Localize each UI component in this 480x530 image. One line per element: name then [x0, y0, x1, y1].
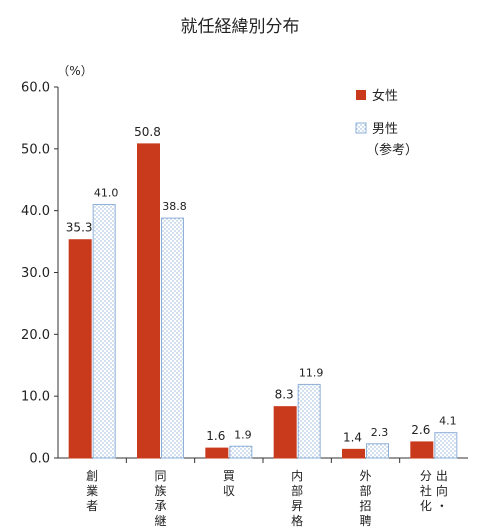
category-label-char: 格 [291, 513, 303, 528]
y-tick-label: 0.0 [29, 452, 50, 467]
category-label-char: 創 [86, 469, 98, 483]
bar-female-2 [205, 447, 229, 459]
data-label-female-4: 1.4 [343, 430, 362, 444]
y-tick-label: 20.0 [21, 328, 50, 343]
category-label-char: ・ [436, 499, 448, 513]
legend-swatch-female [356, 90, 366, 100]
chart-title: 就任経緯別分布 [181, 17, 300, 37]
category-label-char: 承 [154, 499, 166, 513]
category-label-char: 聘 [359, 514, 371, 528]
category-label-char: 収 [223, 484, 235, 498]
y-tick-label: 60.0 [21, 81, 50, 96]
category-label-char: 分 [420, 469, 432, 483]
bar-female-4 [342, 448, 365, 459]
category-label-char: 外 [359, 469, 371, 483]
category-label-char: 昇 [291, 499, 303, 513]
bar-male-3 [297, 383, 321, 459]
bar-male-0 [92, 203, 116, 459]
category-label-char: 招 [359, 499, 371, 513]
data-label-male-2: 1.9 [234, 428, 252, 441]
bar-male-2 [229, 445, 253, 459]
category-label-char: 向 [436, 483, 448, 498]
data-label-male-5: 4.1 [439, 415, 457, 428]
bars: 35.3 41.0 50.8 38.8 1.6 1.9 8.3 11.9 1.4 2.3 2.6 4.… [66, 125, 458, 459]
category-label-char: 継 [154, 513, 166, 528]
legend-label-female: 女性 [372, 88, 398, 104]
y-tick-label: 50.0 [21, 142, 50, 157]
bar-female-5 [410, 441, 434, 459]
y-tick-label: 10.0 [21, 390, 50, 405]
data-label-female-5: 2.6 [411, 423, 430, 437]
bar-male-4 [366, 443, 389, 459]
y-tick-label: 30.0 [21, 266, 50, 281]
data-label-female-1: 50.8 [134, 125, 161, 139]
bar-female-3 [273, 406, 297, 459]
legend-swatch-male [355, 122, 367, 134]
data-label-male-4: 2.3 [371, 426, 389, 439]
category-label-char: 業 [86, 484, 98, 498]
category-label-char: 者 [86, 499, 98, 513]
bar-female-1 [137, 143, 160, 459]
bar-female-0 [68, 239, 92, 459]
y-unit-label: （%） [57, 64, 92, 78]
data-label-female-0: 35.3 [66, 221, 93, 235]
data-label-male-3: 11.9 [299, 366, 324, 379]
category-label-char: 買 [223, 469, 235, 483]
category-label-char: 族 [154, 484, 166, 498]
legend-label-male: 男性 [372, 122, 398, 137]
category-label-char: 部 [359, 483, 371, 498]
legend-label-male-sub: （参考） [366, 142, 418, 158]
y-tick-label: 40.0 [21, 204, 50, 219]
data-label-female-2: 1.6 [206, 429, 225, 443]
category-label-char: 出 [436, 469, 448, 483]
data-label-female-3: 8.3 [275, 388, 294, 402]
category-label-char: 同 [154, 469, 166, 483]
data-label-male-1: 38.8 [162, 200, 187, 213]
bar-male-1 [161, 217, 184, 459]
category-label-char: 化 [420, 499, 432, 513]
category-label-char: 部 [291, 483, 303, 498]
bar-male-5 [434, 432, 458, 459]
data-label-male-0: 41.0 [94, 186, 119, 199]
category-label-char: 内 [291, 469, 303, 483]
axes: 0.010.020.030.040.050.060.0創業者同族承継買収内部昇格… [21, 81, 468, 528]
category-label-char: 社 [420, 483, 432, 498]
